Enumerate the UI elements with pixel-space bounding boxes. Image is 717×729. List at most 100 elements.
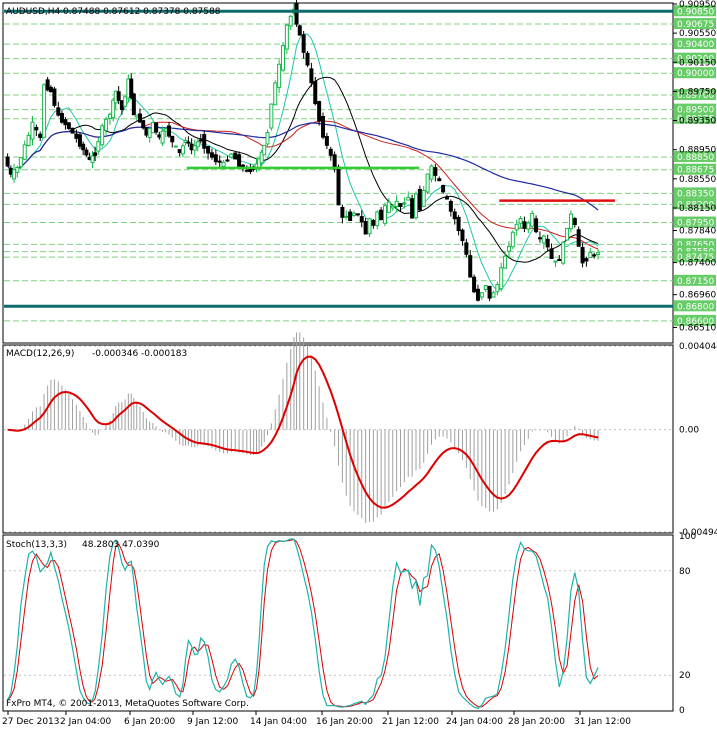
stoch-panel[interactable] [2, 534, 674, 712]
price-axis-label: 0.87400 [679, 259, 716, 269]
candle-body [160, 130, 165, 144]
candle-body [209, 152, 214, 158]
price-axis-label: 0.90550 [679, 29, 716, 39]
candle-body [506, 245, 511, 252]
candle-body [491, 292, 496, 298]
candle-body [475, 288, 480, 301]
candle-body [336, 166, 341, 206]
candle-body [448, 200, 453, 212]
candle-body [348, 211, 353, 221]
candle-body [557, 258, 562, 262]
candle-body [522, 221, 527, 229]
candle-body [70, 127, 75, 134]
candle-body [479, 292, 484, 298]
candle-body [213, 154, 218, 163]
candle-body [84, 149, 89, 156]
candle-body [472, 276, 477, 293]
time-axis-label: 24 Jan 04:00 [446, 717, 503, 727]
candle-body [425, 173, 430, 193]
candle-body [96, 141, 101, 152]
stoch-axis-label: 80 [679, 567, 691, 577]
macd-signal-line [7, 355, 599, 509]
level-tag: 0.87150 [677, 277, 714, 287]
candle-body [157, 134, 162, 138]
candle-body [22, 144, 27, 160]
candle-body [265, 132, 270, 145]
candle-body [90, 155, 95, 164]
level-tag-bg [674, 314, 716, 326]
level-tag: 0.89375 [677, 115, 714, 125]
level-tag: 0.90850 [677, 7, 714, 17]
candle-body [549, 248, 554, 260]
candle-body [324, 136, 329, 146]
candle-body [328, 148, 333, 156]
candle-body [173, 145, 178, 148]
candle-body [129, 78, 134, 99]
candle-body [273, 82, 278, 106]
candle-body [259, 151, 264, 164]
candle-body [38, 133, 43, 138]
ohlc-header: 0.87488 0.87612 0.87378 0.87588 [63, 7, 221, 17]
candle-body [464, 242, 469, 255]
candle-body [147, 127, 152, 138]
level-tag: 0.86800 [677, 302, 714, 312]
candle-body [568, 213, 573, 230]
candle-body [18, 157, 23, 168]
level-tag: 0.87650 [677, 240, 714, 250]
candle-body [192, 145, 197, 151]
level-tag: 0.87475 [677, 253, 714, 263]
price-axis-label: 0.90150 [679, 58, 716, 68]
candle-body [553, 260, 558, 263]
copyright-text: FxPro MT4, © 2001-2013, MetaQuotes Softw… [6, 699, 249, 709]
candle-body [514, 223, 519, 231]
candle-body [483, 285, 488, 290]
level-tag: 0.90200 [677, 55, 714, 65]
candle-body [305, 52, 310, 66]
candle-body [317, 101, 322, 122]
stoch-axis-label: 100 [679, 532, 696, 542]
time-axis-label: 27 Dec 2013 [2, 717, 60, 727]
candle-body [394, 200, 399, 207]
candle-body [280, 45, 285, 71]
macd-axis-label: -0.004945 [679, 528, 717, 538]
candle-body [189, 143, 194, 151]
macd-panel[interactable] [2, 344, 674, 534]
candle-body [63, 119, 68, 126]
macd-values: -0.000346 -0.000183 [92, 349, 187, 359]
candle-body [217, 160, 222, 163]
level-tag-bg [674, 300, 716, 312]
candle-body [588, 251, 593, 259]
level-tag: 0.88200 [677, 200, 714, 210]
time-axis-label: 2 Jan 04:00 [60, 717, 112, 727]
candle-body [134, 114, 139, 118]
candle-body [444, 196, 449, 200]
candle-body [15, 167, 20, 173]
candle-body [183, 140, 188, 143]
candle-body [100, 125, 105, 146]
candle-body [186, 141, 191, 144]
candle-body [437, 178, 442, 182]
level-tag-bg [674, 38, 716, 50]
candle-body [221, 161, 226, 167]
candle-body [131, 93, 136, 116]
candle-body [534, 218, 539, 233]
candle-body [344, 215, 349, 218]
candle-body [137, 113, 142, 123]
candle-body [379, 209, 384, 221]
candle-body [576, 229, 581, 247]
candle-body [277, 63, 282, 88]
candle-body [309, 68, 314, 84]
candle-body [206, 146, 211, 154]
candle-body [154, 122, 159, 133]
candle-body [565, 227, 570, 241]
candle-body [195, 141, 200, 148]
candle-body [144, 127, 149, 136]
candle-body [107, 113, 112, 119]
time-axis-label: 28 Jan 20:00 [508, 717, 565, 727]
stoch-axis-label: 0 [679, 706, 685, 716]
time-axis-label: 6 Jan 20:00 [124, 717, 176, 727]
candle-body [468, 255, 473, 278]
stoch-title: Stoch(13,3,3) [6, 540, 67, 550]
candle-body [288, 15, 293, 27]
